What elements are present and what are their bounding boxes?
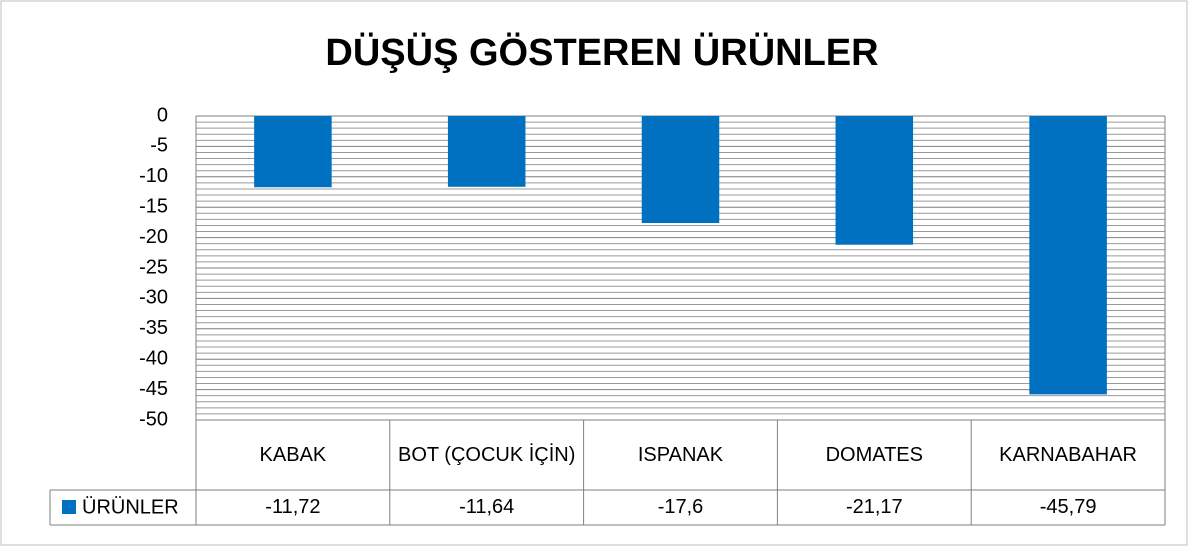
x-tick-label: KARNABAHAR: [999, 444, 1137, 466]
y-tick-label: -25: [139, 256, 168, 278]
bar: [641, 116, 720, 224]
y-tick-label: 0: [157, 104, 168, 126]
y-tick-label: -20: [139, 226, 168, 248]
bar: [1029, 116, 1107, 395]
table-value: -11,72: [265, 496, 320, 518]
x-tick-label: KABAK: [259, 444, 327, 466]
x-category-cell: KARNABAHAR: [999, 444, 1137, 466]
bar: [447, 116, 526, 187]
legend-swatch: [62, 500, 76, 514]
y-tick-label: -40: [139, 347, 168, 369]
table-value: -21,17: [846, 496, 903, 518]
y-tick-label: -5: [150, 135, 168, 157]
bar: [835, 116, 914, 245]
y-tick-label: -30: [139, 287, 168, 309]
table-value: -17,6: [658, 496, 704, 518]
table-value: -11,64: [459, 496, 514, 518]
legend-label: ÜRÜNLER: [82, 496, 179, 518]
x-category-cell: ISPANAK: [637, 444, 724, 466]
bar: [254, 116, 332, 188]
y-tick-label: -45: [139, 378, 168, 400]
y-tick-label: -15: [139, 195, 168, 217]
y-tick-label: -50: [139, 408, 168, 430]
x-tick-label: DOMATES: [825, 444, 923, 466]
y-tick-label: -35: [139, 317, 168, 339]
x-category-cell: DOMATES: [825, 444, 923, 466]
chart-title: DÜŞÜŞ GÖSTEREN ÜRÜNLER: [325, 31, 878, 74]
table-value: -45,79: [1040, 496, 1097, 518]
x-category-cell: BOT (ÇOCUK İÇİN): [397, 444, 576, 466]
x-tick-label: ISPANAK: [637, 444, 724, 466]
x-category-cell: KABAK: [259, 444, 327, 466]
x-tick-label: BOT (ÇOCUK İÇİN): [397, 444, 576, 466]
y-tick-label: -10: [139, 165, 168, 187]
